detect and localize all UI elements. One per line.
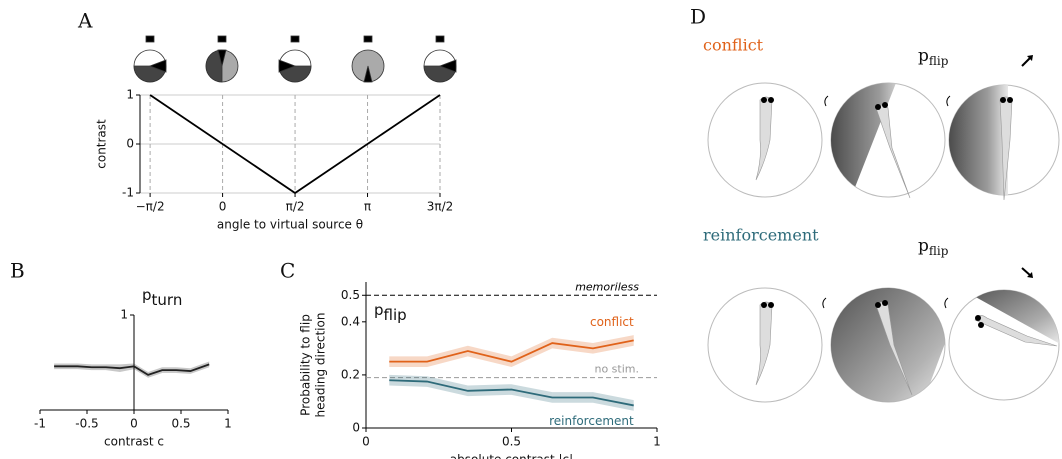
y-axis-label: heading direction (314, 313, 328, 418)
title-sub: flip (384, 306, 407, 324)
condition-label: reinforcement (703, 226, 819, 245)
y-tick-label: 0.2 (341, 367, 360, 381)
reference-label: no stim. (594, 363, 639, 376)
panel-label: D (690, 5, 706, 29)
p-symbol: p (918, 46, 929, 66)
data-line (389, 339, 634, 363)
x-axis-label: absolute contrast |c| (450, 453, 573, 459)
x-tick-label: 0 (219, 200, 227, 214)
x-tick-label: 1 (653, 435, 661, 449)
y-tick-label: 0.4 (341, 314, 360, 328)
x-tick-label: -1 (34, 417, 46, 431)
p-subscript: flip (929, 54, 949, 68)
y-tick-label: 1 (120, 308, 128, 322)
x-tick-label: 1 (224, 417, 232, 431)
p-flip-label: pflip (918, 236, 949, 258)
data-line (389, 379, 634, 407)
data-line (149, 94, 441, 195)
stimulus-icons (133, 35, 457, 83)
p-symbol: p (918, 236, 929, 256)
y-tick-label: 1 (126, 88, 134, 102)
series-label: reinforcement (549, 414, 634, 428)
title-main: p (142, 286, 152, 304)
series-label: conflict (590, 315, 634, 329)
data-line (54, 363, 210, 376)
reference-label: memoriless (575, 280, 639, 293)
x-tick-label: 0 (130, 417, 138, 431)
x-tick-label: 3π/2 (427, 200, 454, 214)
panel-label: B (10, 259, 25, 283)
x-tick-label: π (364, 200, 371, 214)
title-sub: turn (152, 291, 183, 309)
chart-title: pflip (374, 301, 407, 324)
chart-title: pturn (142, 286, 182, 309)
y-tick-label: -1 (122, 186, 134, 200)
p-subscript: flip (929, 244, 949, 258)
x-tick-label: -0.5 (75, 417, 98, 431)
x-axis-label: contrast c (104, 435, 164, 449)
y-axis-label: contrast (95, 119, 109, 169)
condition-label: conflict (703, 36, 764, 55)
title-main: p (374, 301, 384, 319)
x-tick-label: 0.5 (171, 417, 190, 431)
x-axis-label: angle to virtual source θ (217, 218, 363, 232)
y-tick-label: 0.5 (341, 288, 360, 302)
p-flip-label: pflip (918, 46, 949, 68)
panel-label: C (280, 259, 295, 283)
y-tick-label: 0 (352, 421, 360, 435)
y-axis-label: Probability to flip (299, 314, 313, 416)
x-tick-label: −π/2 (136, 200, 165, 214)
x-tick-label: 0 (362, 435, 370, 449)
x-tick-label: π/2 (286, 200, 305, 214)
x-tick-label: 0.5 (502, 435, 521, 449)
panel-label: A (77, 9, 93, 33)
y-tick-label: 0 (126, 137, 134, 151)
